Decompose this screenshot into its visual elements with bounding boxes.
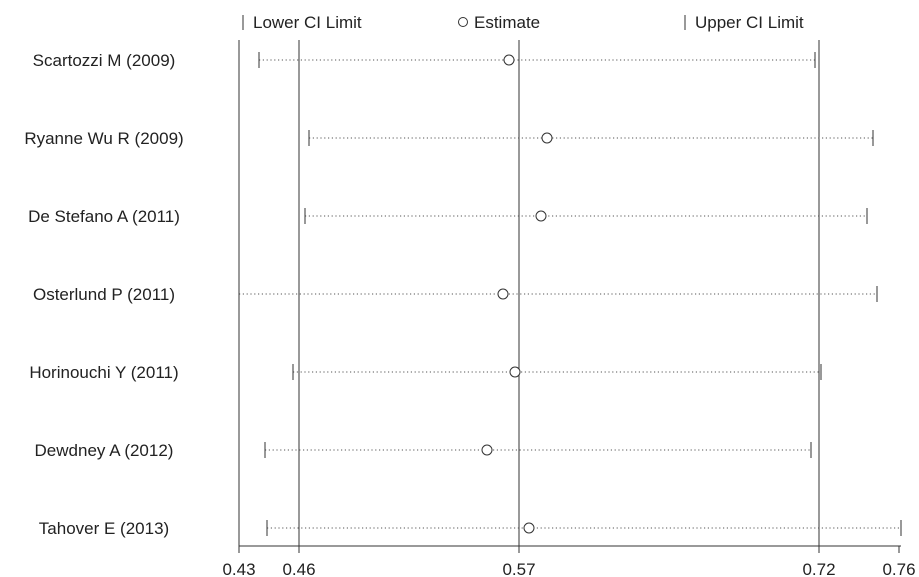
- study-label: Dewdney A (2012): [35, 441, 174, 460]
- x-tick-label: 0.43: [222, 560, 255, 577]
- study-label: Osterlund P (2011): [33, 285, 175, 304]
- study-label: Horinouchi Y (2011): [29, 363, 178, 382]
- study-row: Scartozzi M (2009): [33, 51, 816, 70]
- estimate-marker: [523, 522, 535, 534]
- legend-lower-ci-label: Lower CI Limit: [253, 13, 362, 32]
- study-label: Ryanne Wu R (2009): [24, 129, 183, 148]
- x-tick-label: 0.72: [802, 560, 835, 577]
- study-row: De Stefano A (2011): [28, 207, 868, 226]
- study-label: Tahover E (2013): [39, 519, 169, 538]
- estimate-marker: [541, 132, 553, 144]
- legend-upper-ci-label: Upper CI Limit: [695, 13, 804, 32]
- study-row: Osterlund P (2011): [33, 285, 878, 304]
- study-row: Dewdney A (2012): [35, 441, 812, 460]
- study-row: Horinouchi Y (2011): [29, 363, 822, 382]
- x-tick-label: 0.46: [282, 560, 315, 577]
- reference-lines: [238, 40, 820, 546]
- x-tick-label: 0.76: [882, 560, 915, 577]
- study-label: Scartozzi M (2009): [33, 51, 176, 70]
- study-row: Ryanne Wu R (2009): [24, 129, 874, 148]
- study-label: De Stefano A (2011): [28, 207, 180, 226]
- legend-estimate-marker: [458, 17, 468, 27]
- study-rows: Scartozzi M (2009) Ryanne Wu R (2009) De S…: [24, 51, 902, 538]
- estimate-marker: [509, 366, 521, 378]
- estimate-marker: [481, 444, 493, 456]
- estimate-marker: [535, 210, 547, 222]
- estimate-marker: [503, 54, 515, 66]
- estimate-marker: [497, 288, 509, 300]
- study-row: Tahover E (2013): [39, 519, 902, 538]
- legend: Lower CI Limit Estimate Upper CI Limit: [242, 13, 804, 32]
- legend-estimate-label: Estimate: [474, 13, 540, 32]
- x-tick-label: 0.57: [502, 560, 535, 577]
- x-axis: 0.43 0.46 0.57 0.72 0.76: [222, 545, 916, 577]
